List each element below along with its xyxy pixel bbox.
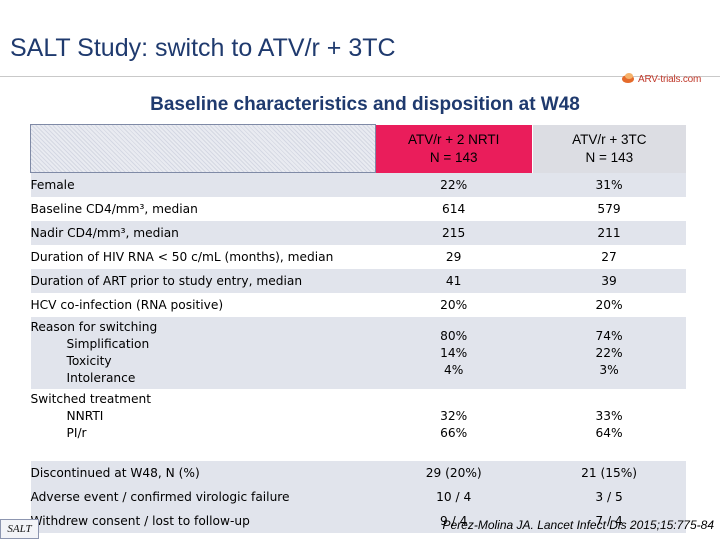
- arm1-value: 614: [442, 202, 466, 216]
- reason-item-label: Toxicity: [66, 354, 112, 368]
- row-label: Duration of HIV RNA < 50 c/mL (months), …: [30, 250, 334, 264]
- arm1-value: 32%: [440, 409, 468, 423]
- arm2-value: 7 / 4: [532, 509, 686, 533]
- arm2-n: N = 143: [585, 149, 634, 165]
- arm1-values-cell: 32% 66%: [375, 389, 532, 461]
- switched-item-label: PI/r: [66, 426, 87, 440]
- switched-heading: Switched treatment: [30, 392, 152, 406]
- logo-mark-icon: [622, 73, 636, 85]
- arm1-value: 66%: [440, 426, 468, 440]
- citation: Perez-Molina JA. Lancet Infect Dis 2015;…: [442, 518, 715, 532]
- arm1-value: 215: [375, 221, 533, 245]
- arm2-value: 33%: [595, 409, 623, 423]
- row-label: HCV co-infection (RNA positive): [30, 298, 224, 312]
- arm1-value: 41: [375, 269, 533, 293]
- arm1-value: 10 / 4: [375, 485, 533, 509]
- table-header-row: ATV/r + 2 NRTI N = 143 ATV/r + 3TC N = 1…: [30, 124, 686, 173]
- arm1-values-cell: 80% 14% 4%: [375, 317, 533, 389]
- slide-title: SALT Study: switch to ATV/r + 3TC: [10, 34, 396, 62]
- arm2-value: 3%: [599, 362, 619, 377]
- table-row: Adverse event / confirmed virologic fail…: [30, 485, 686, 509]
- arm1-value: 29 (20%): [375, 461, 533, 485]
- row-label: Withdrew consent / lost to follow-up: [30, 509, 376, 533]
- arm2-value: 31%: [532, 172, 686, 197]
- arm2-values-cell: 33% 64%: [532, 389, 686, 461]
- baseline-table: ATV/r + 2 NRTI N = 143 ATV/r + 3TC N = 1…: [30, 124, 686, 533]
- reason-item-label: Intolerance: [66, 371, 136, 385]
- arm1-value: 80%: [440, 328, 468, 343]
- slide-subtitle: Baseline characteristics and disposition…: [0, 94, 720, 116]
- arm2-value: 22%: [595, 345, 623, 360]
- arm2-value: 3 / 5: [532, 485, 686, 509]
- row-label: Discontinued at W48, N (%): [30, 461, 376, 485]
- arm2-value: 579: [597, 202, 621, 216]
- arm1-value: 4%: [444, 362, 464, 377]
- table-row: Nadir CD4/mm³, median 215 211: [30, 221, 686, 245]
- switched-label-cell: Switched treatment NNRTI PI/r: [31, 389, 376, 461]
- table-row: Duration of HIV RNA < 50 c/mL (months), …: [31, 245, 687, 269]
- table-row: Female 22% 31%: [30, 172, 686, 197]
- logo-text: ARV-trials.com: [638, 73, 702, 85]
- table-row: Baseline CD4/mm³, median 614 579: [31, 197, 687, 221]
- row-label: Nadir CD4/mm³, median: [30, 221, 376, 245]
- title-divider: [0, 76, 720, 77]
- arm1-value: 20%: [440, 298, 468, 312]
- header-arm1: ATV/r + 2 NRTI N = 143: [375, 124, 533, 173]
- table-row: HCV co-infection (RNA positive) 20% 20%: [31, 293, 687, 317]
- table-row: Duration of ART prior to study entry, me…: [30, 269, 686, 293]
- arm1-value: 29: [445, 250, 462, 264]
- arm1-value: 22%: [375, 172, 533, 197]
- arm1-n: N = 143: [429, 149, 478, 165]
- arm1-value: 14%: [440, 345, 468, 360]
- arm2-value: 39: [532, 269, 686, 293]
- arm2-name: ATV/r + 3TC: [572, 131, 647, 147]
- table-row-switched: Switched treatment NNRTI PI/r 32% 66% 33…: [31, 389, 687, 461]
- arm2-value: 20%: [595, 298, 623, 312]
- arm1-value: 9 / 4: [375, 509, 533, 533]
- reason-label-cell: Reason for switching Simplification Toxi…: [30, 317, 376, 389]
- row-label: Baseline CD4/mm³, median: [30, 202, 198, 216]
- row-label: Female: [30, 172, 376, 197]
- subtitle-text: Baseline characteristics and disposition…: [150, 94, 580, 115]
- table-row-reason: Reason for switching Simplification Toxi…: [30, 317, 686, 389]
- header-arm2: ATV/r + 3TC N = 143: [531, 124, 686, 173]
- reason-item-label: Simplification: [66, 337, 150, 351]
- arm2-value: 64%: [595, 426, 623, 440]
- arm2-value: 27: [601, 250, 617, 264]
- switched-item-label: NNRTI: [66, 409, 104, 423]
- salt-footer-tag: SALT: [0, 519, 39, 539]
- header-blank-cell: [30, 124, 376, 173]
- arm2-value: 211: [532, 221, 686, 245]
- table-row: Withdrew consent / lost to follow-up 9 /…: [30, 509, 686, 533]
- table-row-discontinued: Discontinued at W48, N (%) 29 (20%) 21 (…: [30, 461, 686, 485]
- arm1-name: ATV/r + 2 NRTI: [407, 131, 500, 147]
- arm2-value: 21 (15%): [532, 461, 686, 485]
- arm2-value: 74%: [595, 328, 623, 343]
- reason-heading: Reason for switching: [30, 320, 158, 334]
- row-label: Adverse event / confirmed virologic fail…: [30, 485, 376, 509]
- row-label: Duration of ART prior to study entry, me…: [30, 269, 376, 293]
- arv-trials-logo: ARV-trials.com: [622, 70, 718, 88]
- arm2-values-cell: 74% 22% 3%: [532, 317, 686, 389]
